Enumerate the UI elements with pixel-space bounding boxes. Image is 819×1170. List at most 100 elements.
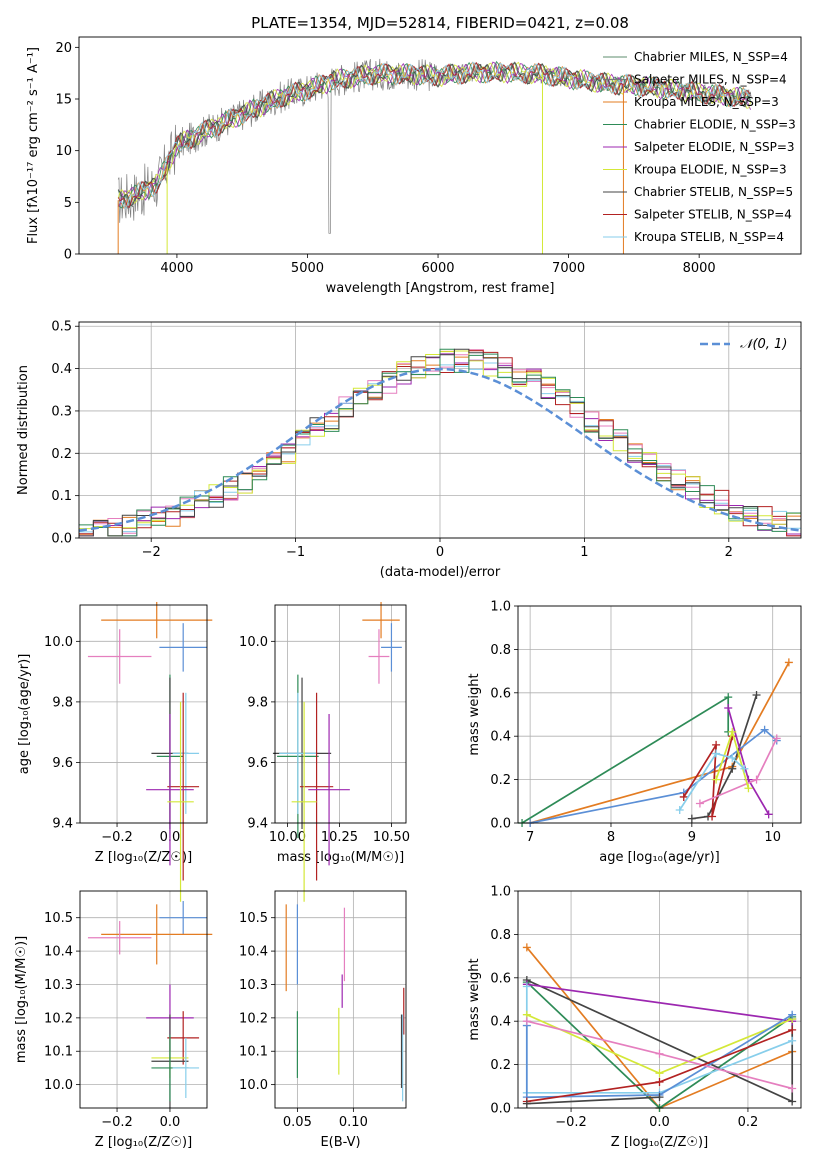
x-tick-label: 6000 bbox=[421, 261, 454, 276]
x-tick-label: 0.2 bbox=[738, 1115, 759, 1130]
y-tick-label: 10.3 bbox=[44, 978, 73, 993]
x-axis-label: Z [log₁₀(Z/Z☉)] bbox=[95, 850, 192, 865]
legend-label: Chabrier MILES, N_SSP=4 bbox=[634, 50, 788, 64]
y-tick-label: 0.6 bbox=[490, 971, 511, 986]
legend-label: 𝒩(0, 1) bbox=[740, 337, 787, 352]
legend-label: Salpeter STELIB, N_SSP=4 bbox=[634, 208, 792, 222]
legend-label: Chabrier ELODIE, N_SSP=3 bbox=[634, 118, 796, 132]
chart-title: PLATE=1354, MJD=52814, FIBERID=0421, z=0… bbox=[251, 14, 629, 32]
x-tick-label: −2 bbox=[142, 545, 161, 560]
y-tick-label: 0 bbox=[64, 248, 72, 263]
x-axis-label: Z [log₁₀(Z/Z☉)] bbox=[95, 1135, 192, 1150]
x-tick-label: 5000 bbox=[291, 261, 324, 276]
y-tick-label: 0.8 bbox=[490, 643, 511, 658]
weight-marker bbox=[752, 775, 761, 784]
weight-marker bbox=[712, 775, 721, 784]
y-tick-label: 0.3 bbox=[51, 404, 72, 419]
x-tick-label: 8000 bbox=[683, 261, 716, 276]
x-tick-label: 7 bbox=[526, 830, 534, 845]
x-tick-label: 10.00 bbox=[269, 830, 306, 845]
legend-label: Salpeter MILES, N_SSP=4 bbox=[634, 73, 787, 87]
legend-label: Kroupa STELIB, N_SSP=4 bbox=[634, 230, 784, 244]
age_vs_Z-axes: −0.2 0.09.49.69.810.0Z [log₁₀(Z/Z☉)]age [… bbox=[17, 601, 213, 902]
x-axis-label: wavelength [Angstrom, rest frame] bbox=[326, 281, 555, 296]
y-tick-label: 0.6 bbox=[490, 686, 511, 701]
y-tick-label: 15 bbox=[55, 93, 72, 108]
y-tick-label: 10.2 bbox=[239, 1011, 268, 1026]
y-tick-label: 20 bbox=[55, 41, 72, 56]
y-tick-label: 9.8 bbox=[247, 695, 268, 710]
x-tick-label: −0.2 bbox=[555, 1115, 587, 1130]
y-axis-label: mass weight bbox=[467, 673, 482, 755]
x-tick-label: 10.25 bbox=[321, 830, 358, 845]
spectrum-axes: 4000 5000 6000 7000 8000 0 5 10 15 20 wavelength [… bbox=[26, 14, 802, 296]
axes-frame bbox=[517, 605, 802, 824]
axes-frame bbox=[274, 604, 407, 824]
model-spectrum bbox=[117, 61, 752, 205]
weight-marker bbox=[655, 1093, 664, 1102]
y-tick-label: 5 bbox=[64, 196, 72, 211]
weight-line bbox=[691, 694, 758, 820]
weight-marker bbox=[788, 1036, 797, 1045]
y-tick-label: 0.5 bbox=[51, 320, 72, 335]
weight-marker bbox=[522, 1017, 531, 1026]
y-tick-label: 10.3 bbox=[239, 978, 268, 993]
x-tick-label: 10.50 bbox=[373, 830, 410, 845]
weight-marker bbox=[728, 764, 737, 773]
y-tick-label: 10.5 bbox=[44, 911, 73, 926]
weight-marker bbox=[752, 690, 761, 699]
y-axis-label: mass [log₁₀(M/M☉)] bbox=[14, 936, 29, 1063]
y-tick-label: 0.0 bbox=[490, 1102, 511, 1117]
y-tick-label: 0.2 bbox=[490, 1058, 511, 1073]
y-tick-label: 10.0 bbox=[44, 635, 73, 650]
model-spectrum bbox=[117, 61, 751, 210]
axes-frame bbox=[517, 890, 802, 1109]
weight-marker bbox=[772, 734, 781, 743]
y-tick-label: 0.0 bbox=[490, 817, 511, 832]
weight-marker bbox=[708, 812, 717, 821]
weight-marker bbox=[728, 753, 737, 762]
weight-marker bbox=[679, 792, 688, 801]
x-tick-label: −0.2 bbox=[101, 830, 133, 845]
x-tick-label: −0.2 bbox=[101, 1115, 133, 1130]
x-axis-label: mass [log₁₀(M/M☉)] bbox=[277, 850, 404, 865]
y-tick-label: 10.5 bbox=[239, 911, 268, 926]
x-tick-label: 0.0 bbox=[649, 1115, 670, 1130]
x-tick-label: 7000 bbox=[552, 261, 585, 276]
weight_vs_age-axes: 7 8 9 10 0.0 0.2 0.4 0.6 0.8 1.0 age [log₁₀(age/yr… bbox=[467, 600, 802, 865]
legend-label: Salpeter ELODIE, N_SSP=3 bbox=[634, 140, 795, 154]
y-tick-label: 0.2 bbox=[51, 447, 72, 462]
weight-marker bbox=[655, 1077, 664, 1086]
y-tick-label: 10.1 bbox=[239, 1045, 268, 1060]
y-axis-label: Normed distribution bbox=[16, 365, 31, 495]
x-tick-label: 10 bbox=[764, 830, 781, 845]
mass_vs_ebv-axes: 0.05 0.10 10.0 10.1 10.2 10.3 10.4 10.5 E(B-V) bbox=[239, 890, 407, 1150]
weight-marker bbox=[760, 725, 769, 734]
y-tick-label: 10.1 bbox=[44, 1045, 73, 1060]
y-tick-label: 10.2 bbox=[44, 1011, 73, 1026]
y-tick-label: 10.0 bbox=[44, 1078, 73, 1093]
y-axis-label: mass weight bbox=[467, 958, 482, 1040]
x-tick-label: 9 bbox=[688, 830, 696, 845]
weight-marker bbox=[695, 799, 704, 808]
weight-line bbox=[529, 661, 790, 824]
y-tick-label: 0.0 bbox=[51, 532, 72, 547]
weight-marker bbox=[784, 658, 793, 667]
weight-marker bbox=[712, 749, 721, 758]
y-tick-label: 0.4 bbox=[490, 730, 511, 745]
weight-marker bbox=[728, 727, 737, 736]
y-axis-label: Flux [fλ10⁻¹⁷ erg cm⁻² s⁻¹ A⁻¹] bbox=[26, 47, 41, 244]
y-tick-label: 9.4 bbox=[52, 817, 73, 832]
weight-marker bbox=[675, 805, 684, 814]
x-tick-label: 1 bbox=[580, 545, 588, 560]
residuals-axes: −2 −1 0 1 2 0.0 0.1 0.2 0.3 0.4 0.5 (data-model)/er… bbox=[16, 320, 802, 580]
y-tick-label: 10.4 bbox=[239, 945, 268, 960]
y-tick-label: 9.8 bbox=[52, 695, 73, 710]
axes-frame bbox=[79, 890, 208, 1109]
weight-line bbox=[529, 728, 778, 824]
axes-frame bbox=[78, 321, 802, 539]
weight-line bbox=[526, 983, 793, 1023]
mass_vs_Z-axes: −0.2 0.0 10.0 10.1 10.2 10.3 10.4 10.5 Z [log₁₀(… bbox=[14, 890, 213, 1150]
model-spectrum bbox=[117, 61, 752, 208]
weight-marker bbox=[655, 1049, 664, 1058]
